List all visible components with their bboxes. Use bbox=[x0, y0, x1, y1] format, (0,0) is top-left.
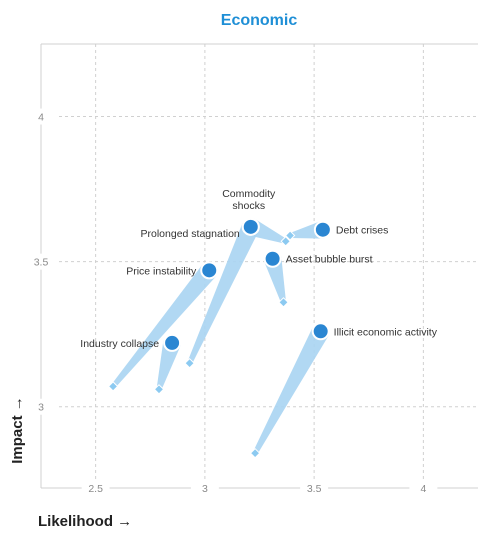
x-tick-label-bg bbox=[300, 480, 329, 496]
x-tick-label: 4 bbox=[420, 483, 426, 495]
point-label-line: Industry collapse bbox=[80, 338, 159, 350]
point-labels: Commodity shocks Prolonged stagnation Debt … bbox=[80, 188, 437, 350]
point-label: Illicit economic activity bbox=[334, 326, 438, 338]
point-label-line: Debt crises bbox=[336, 225, 389, 237]
point-label: Price instability bbox=[126, 265, 197, 277]
previous-position-marker bbox=[249, 447, 261, 459]
trail bbox=[156, 340, 181, 390]
x-tick-label-bg bbox=[81, 480, 110, 496]
point-label-line: shocks bbox=[232, 200, 265, 212]
x-tick-label-bg bbox=[190, 480, 219, 496]
point-label-line: Price instability bbox=[126, 265, 197, 277]
data-point bbox=[313, 220, 332, 239]
point-label-line: Illicit economic activity bbox=[334, 326, 438, 338]
point-label-line: Prolonged stagnation bbox=[141, 228, 240, 240]
trail bbox=[263, 256, 286, 303]
y-tick-label: 3 bbox=[38, 402, 44, 414]
previous-position-marker bbox=[153, 384, 165, 395]
data-points bbox=[163, 217, 332, 352]
data-point bbox=[163, 333, 182, 352]
data-point bbox=[311, 322, 330, 341]
point-label: Prolonged stagnation bbox=[141, 228, 240, 240]
y-tick-label: 3.5 bbox=[34, 257, 49, 269]
x-tick-label-bg bbox=[409, 480, 438, 496]
point-label: Industry collapse bbox=[80, 338, 159, 350]
previous-position-marker bbox=[278, 297, 289, 308]
y-tick-label-bg bbox=[24, 398, 58, 415]
point-label: Debt crises bbox=[336, 225, 389, 237]
trail bbox=[111, 264, 217, 388]
y-axis-title: Impact → bbox=[9, 396, 26, 464]
y-tick-label-bg bbox=[24, 108, 58, 125]
data-point bbox=[263, 249, 282, 268]
data-point bbox=[200, 261, 219, 280]
x-tick-label: 3.5 bbox=[307, 483, 322, 495]
x-tick-label: 3 bbox=[202, 483, 208, 495]
point-label-line: Commodity bbox=[222, 188, 276, 200]
trail bbox=[187, 223, 259, 365]
data-point bbox=[241, 217, 260, 236]
x-tick-label: 2.5 bbox=[88, 483, 103, 495]
previous-position-marker bbox=[284, 230, 296, 241]
axes: 2.5 3 3.5 4 3 3.5 4 bbox=[24, 108, 438, 496]
point-label-line: Asset bubble burst bbox=[286, 254, 373, 266]
previous-position-marker bbox=[280, 236, 291, 247]
previous-position-markers bbox=[107, 230, 296, 459]
y-tick-label: 4 bbox=[38, 112, 44, 124]
trail bbox=[252, 327, 329, 455]
previous-position-marker bbox=[184, 357, 195, 369]
chart-title: Economic bbox=[221, 12, 298, 29]
y-tick-label-bg bbox=[24, 253, 58, 270]
grid bbox=[40, 43, 478, 489]
previous-position-marker bbox=[107, 381, 119, 392]
x-axis-title: Likelihood → bbox=[38, 513, 132, 530]
point-label: Commodity shocks bbox=[222, 188, 276, 212]
point-label: Asset bubble burst bbox=[286, 254, 373, 266]
